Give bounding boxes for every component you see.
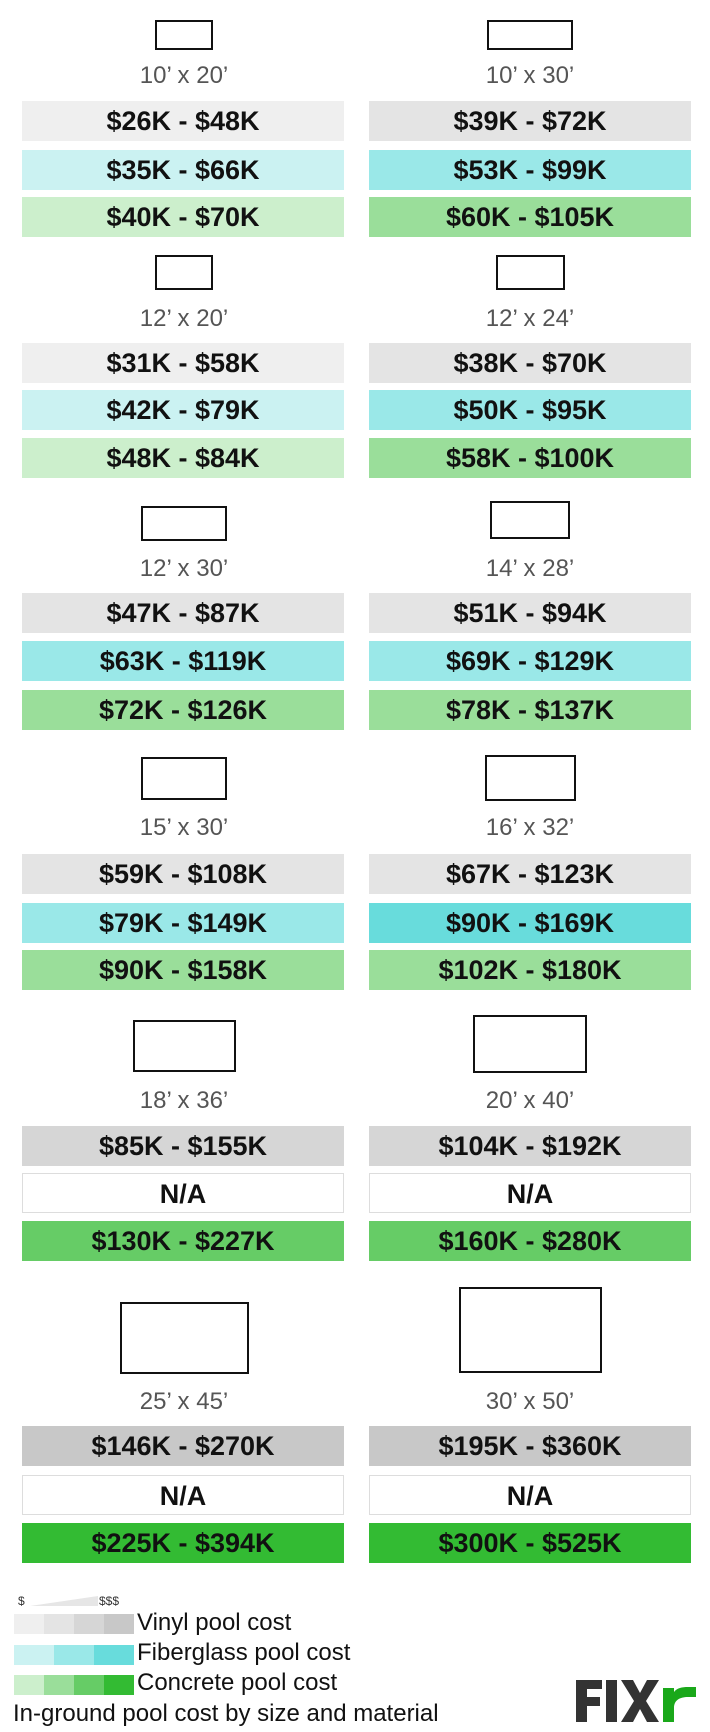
- pool-shape-icon: [155, 20, 213, 50]
- concrete-cost-bar: $58K - $100K: [369, 438, 691, 478]
- vinyl-cost-bar: $31K - $58K: [22, 343, 344, 383]
- vinyl-cost-bar: $85K - $155K: [22, 1126, 344, 1166]
- concrete-cost-bar: $60K - $105K: [369, 197, 691, 237]
- vinyl-cost-bar: $39K - $72K: [369, 101, 691, 141]
- vinyl-cost-bar: $51K - $94K: [369, 593, 691, 633]
- concrete-cost-bar: $102K - $180K: [369, 950, 691, 990]
- pool-size-label: 12’ x 20’: [139, 305, 229, 332]
- pool-size-label: 20’ x 40’: [485, 1087, 575, 1114]
- pool-shape-icon: [132, 1020, 236, 1072]
- pool-shape-icon: [458, 1287, 602, 1373]
- scale-wedge-icon: [30, 1596, 98, 1606]
- fiberglass-cost-bar: $69K - $129K: [369, 641, 691, 681]
- concrete-cost-bar: $48K - $84K: [22, 438, 344, 478]
- concrete-cost-bar: $225K - $394K: [22, 1523, 344, 1563]
- legend-swatch: [44, 1675, 74, 1695]
- vinyl-cost-bar: $146K - $270K: [22, 1426, 344, 1466]
- concrete-cost-bar: $72K - $126K: [22, 690, 344, 730]
- pool-size-label: 16’ x 32’: [485, 814, 575, 841]
- concrete-cost-bar: $78K - $137K: [369, 690, 691, 730]
- legend-swatch: [54, 1645, 94, 1665]
- fiberglass-cost-bar: N/A: [22, 1173, 344, 1213]
- fiberglass-cost-bar: N/A: [22, 1475, 344, 1515]
- legend-swatch: [74, 1614, 104, 1634]
- legend-swatch: [14, 1645, 54, 1665]
- fiberglass-cost-bar: $50K - $95K: [369, 390, 691, 430]
- pool-shape-icon: [473, 1015, 587, 1073]
- fixr-logo: [576, 1680, 696, 1722]
- fiberglass-cost-bar: N/A: [369, 1475, 691, 1515]
- pool-shape-icon: [141, 506, 227, 541]
- vinyl-cost-bar: $38K - $70K: [369, 343, 691, 383]
- legend-swatch: [104, 1614, 134, 1634]
- pool-shape-icon: [155, 255, 213, 290]
- legend-swatch: [14, 1675, 44, 1695]
- vinyl-cost-bar: $195K - $360K: [369, 1426, 691, 1466]
- fiberglass-cost-bar: $63K - $119K: [22, 641, 344, 681]
- scale-high-label: $$$: [99, 1594, 120, 1608]
- pool-shape-icon: [487, 20, 573, 50]
- concrete-cost-bar: $130K - $227K: [22, 1221, 344, 1261]
- legend-concrete: Concrete pool cost: [137, 1669, 338, 1696]
- pool-shape-icon: [119, 1302, 249, 1374]
- concrete-cost-bar: $160K - $280K: [369, 1221, 691, 1261]
- legend-vinyl: Vinyl pool cost: [137, 1609, 292, 1636]
- fiberglass-cost-bar: N/A: [369, 1173, 691, 1213]
- fiberglass-cost-bar: $90K - $169K: [369, 903, 691, 943]
- pool-size-label: 10’ x 20’: [139, 62, 229, 89]
- vinyl-cost-bar: $104K - $192K: [369, 1126, 691, 1166]
- concrete-cost-bar: $40K - $70K: [22, 197, 344, 237]
- vinyl-cost-bar: $26K - $48K: [22, 101, 344, 141]
- pool-size-label: 12’ x 30’: [139, 555, 229, 582]
- fiberglass-cost-bar: $53K - $99K: [369, 150, 691, 190]
- pool-size-label: 18’ x 36’: [139, 1087, 229, 1114]
- pool-shape-icon: [484, 755, 576, 801]
- fiberglass-cost-bar: $35K - $66K: [22, 150, 344, 190]
- vinyl-cost-bar: $47K - $87K: [22, 593, 344, 633]
- chart-title: In-ground pool cost by size and material: [13, 1700, 439, 1727]
- concrete-cost-bar: $90K - $158K: [22, 950, 344, 990]
- legend-swatch: [94, 1645, 134, 1665]
- pool-size-label: 30’ x 50’: [485, 1388, 575, 1415]
- pool-size-label: 15’ x 30’: [139, 814, 229, 841]
- pool-size-label: 14’ x 28’: [485, 555, 575, 582]
- legend-fiberglass: Fiberglass pool cost: [137, 1639, 351, 1666]
- concrete-cost-bar: $300K - $525K: [369, 1523, 691, 1563]
- fiberglass-cost-bar: $79K - $149K: [22, 903, 344, 943]
- legend-swatch: [74, 1675, 104, 1695]
- legend-swatch: [14, 1614, 44, 1634]
- legend-swatch: [104, 1675, 134, 1695]
- scale-low-label: $: [18, 1594, 25, 1608]
- pool-shape-icon: [495, 255, 565, 290]
- pool-size-label: 25’ x 45’: [139, 1388, 229, 1415]
- vinyl-cost-bar: $67K - $123K: [369, 854, 691, 894]
- legend-swatch: [44, 1614, 74, 1634]
- pool-size-label: 12’ x 24’: [485, 305, 575, 332]
- pool-size-label: 10’ x 30’: [485, 62, 575, 89]
- vinyl-cost-bar: $59K - $108K: [22, 854, 344, 894]
- fiberglass-cost-bar: $42K - $79K: [22, 390, 344, 430]
- pool-shape-icon: [141, 757, 227, 800]
- pool-shape-icon: [490, 501, 570, 539]
